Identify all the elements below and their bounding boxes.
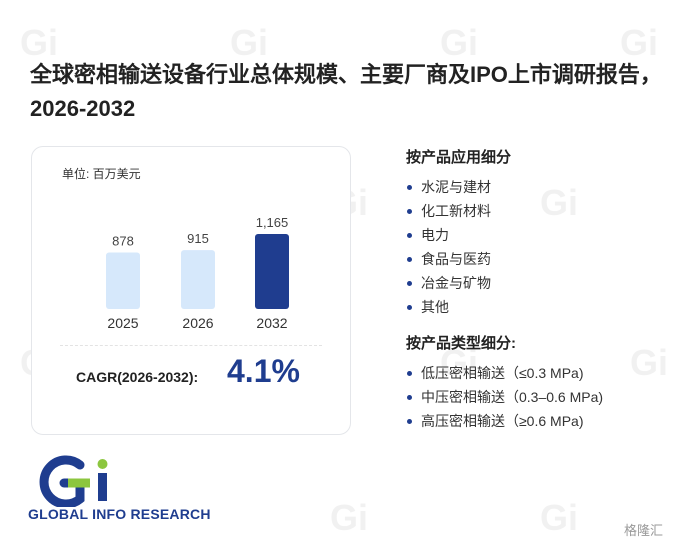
type-list: 低压密相输送（≤0.3 MPa) 中压密相输送（0.3–0.6 MPa) 高压密… bbox=[406, 361, 696, 433]
bullet-icon bbox=[407, 209, 412, 214]
svg-text:Gi: Gi bbox=[440, 22, 478, 63]
bullet-icon bbox=[407, 281, 412, 286]
data-label-2025: 878 bbox=[112, 233, 134, 248]
bullet-icon bbox=[407, 395, 412, 400]
divider bbox=[60, 345, 322, 346]
list-item: 电力 bbox=[406, 223, 696, 247]
list-item: 冶金与矿物 bbox=[406, 271, 696, 295]
list-item: 食品与医药 bbox=[406, 247, 696, 271]
list-item: 水泥与建材 bbox=[406, 175, 696, 199]
svg-text:Gi: Gi bbox=[330, 497, 368, 538]
x-tick-label-2025: 2025 bbox=[107, 315, 138, 331]
bar-2032 bbox=[255, 234, 289, 309]
bullet-icon bbox=[407, 371, 412, 376]
bullet-icon bbox=[407, 305, 412, 310]
svg-text:Gi: Gi bbox=[540, 497, 578, 538]
page-title: 全球密相输送设备行业总体规模、主要厂商及IPO上市调研报告，2026-2032 bbox=[30, 62, 662, 121]
bullet-icon bbox=[407, 257, 412, 262]
list-item: 其他 bbox=[406, 295, 696, 319]
x-tick-label-2032: 2032 bbox=[256, 315, 287, 331]
svg-text:Gi: Gi bbox=[20, 22, 58, 63]
svg-text:Gi: Gi bbox=[230, 22, 268, 63]
list-item: 高压密相输送（≥0.6 MPa) bbox=[406, 409, 696, 433]
footer-brand: 格隆汇 bbox=[624, 523, 664, 538]
segment-panel: 按产品应用细分 水泥与建材 化工新材料 电力 食品与医药 冶金与矿物 其他 按产… bbox=[406, 147, 696, 433]
bullet-icon bbox=[407, 419, 412, 424]
bar-chart: 878 2025 915 2026 1,165 2032 bbox=[106, 215, 289, 331]
list-item: 化工新材料 bbox=[406, 199, 696, 223]
type-segment-title: 按产品类型细分: bbox=[406, 335, 516, 352]
gi-logo-icon bbox=[39, 455, 108, 509]
cagr-value: 4.1% bbox=[227, 353, 300, 389]
cagr-label: CAGR(2026-2032): bbox=[76, 369, 199, 385]
list-item: 低压密相输送（≤0.3 MPa) bbox=[406, 361, 696, 385]
data-label-2026: 915 bbox=[187, 231, 209, 246]
application-segment-title: 按产品应用细分 bbox=[406, 149, 512, 166]
unit-label: 单位: 百万美元 bbox=[62, 167, 141, 181]
application-list: 水泥与建材 化工新材料 电力 食品与医药 冶金与矿物 其他 bbox=[406, 175, 696, 319]
chart-card: 单位: 百万美元 878 2025 915 2026 1,165 2032 CAGR(20… bbox=[31, 146, 351, 435]
x-tick-label-2026: 2026 bbox=[182, 315, 213, 331]
svg-text:Gi: Gi bbox=[620, 22, 658, 63]
list-item: 中压密相输送（0.3–0.6 MPa) bbox=[406, 385, 696, 409]
bar-2026 bbox=[181, 250, 215, 309]
logo-text: GLOBAL INFO RESEARCH bbox=[28, 506, 211, 522]
bar-2025 bbox=[106, 252, 140, 309]
data-label-2032: 1,165 bbox=[256, 215, 289, 230]
bullet-icon bbox=[407, 185, 412, 190]
company-logo: GLOBAL INFO RESEARCH bbox=[28, 455, 233, 525]
bullet-icon bbox=[407, 233, 412, 238]
